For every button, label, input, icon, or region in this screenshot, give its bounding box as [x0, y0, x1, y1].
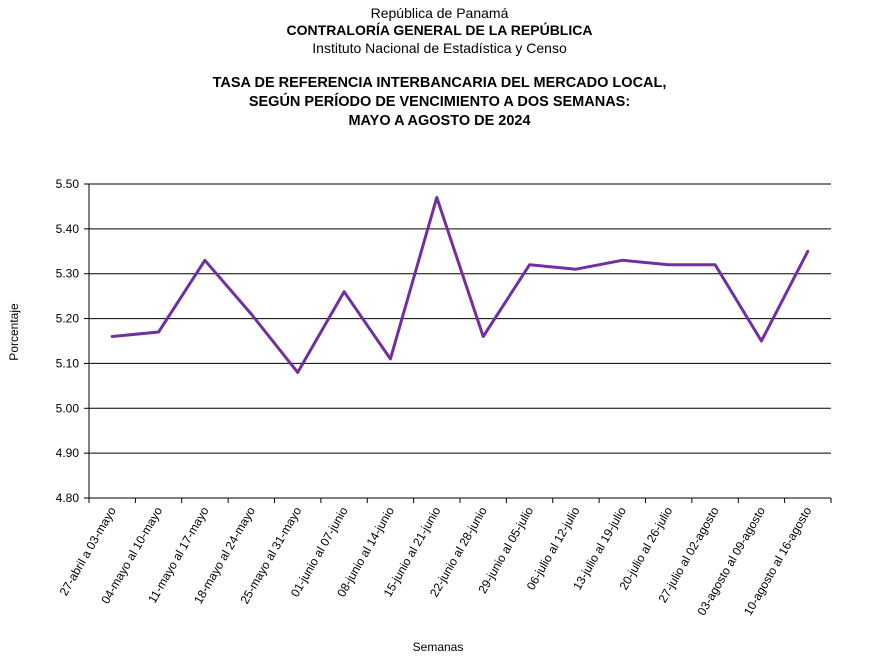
- data-point: [389, 357, 392, 361]
- x-axis-label: Semanas: [413, 640, 464, 654]
- data-point: [342, 290, 346, 293]
- data-point: [713, 263, 717, 266]
- chart-title-line-2: SEGÚN PERÍODO DE VENCIMIENTO A DOS SEMAN…: [248, 94, 631, 110]
- data-point: [806, 250, 810, 253]
- data-point: [574, 268, 578, 271]
- y-axis-label: Porcentaje: [7, 303, 21, 361]
- y-tick-label: 5.20: [56, 312, 80, 326]
- y-tick-label: 5.50: [56, 177, 80, 191]
- data-point: [667, 263, 670, 266]
- data-point: [296, 371, 299, 374]
- data-point: [528, 263, 531, 266]
- y-tick-label: 5.30: [56, 267, 80, 281]
- data-point: [481, 335, 485, 338]
- chart-title-line-1: TASA DE REFERENCIA INTERBANCARIA DEL MER…: [212, 75, 667, 91]
- header-institute: Instituto Nacional de Estadística y Cens…: [312, 40, 567, 56]
- data-point: [203, 259, 207, 262]
- data-point: [435, 196, 439, 199]
- header-institution: CONTRALORÍA GENERAL DE LA REPÚBLICA: [286, 22, 593, 38]
- y-tick-label: 5.00: [56, 401, 80, 415]
- header-country: República de Panamá: [370, 5, 509, 21]
- chart-title-line-3: MAYO A AGOSTO DE 2024: [348, 113, 531, 129]
- data-point: [250, 312, 253, 316]
- y-tick-label: 4.90: [56, 446, 80, 460]
- data-point: [157, 330, 160, 334]
- y-tick-label: 4.80: [56, 491, 80, 505]
- y-tick-label: 5.10: [56, 356, 80, 370]
- y-tick-label: 5.40: [56, 222, 80, 236]
- data-point: [760, 339, 763, 343]
- data-point: [621, 259, 624, 262]
- series-line: [110, 196, 810, 374]
- data-point: [110, 335, 114, 338]
